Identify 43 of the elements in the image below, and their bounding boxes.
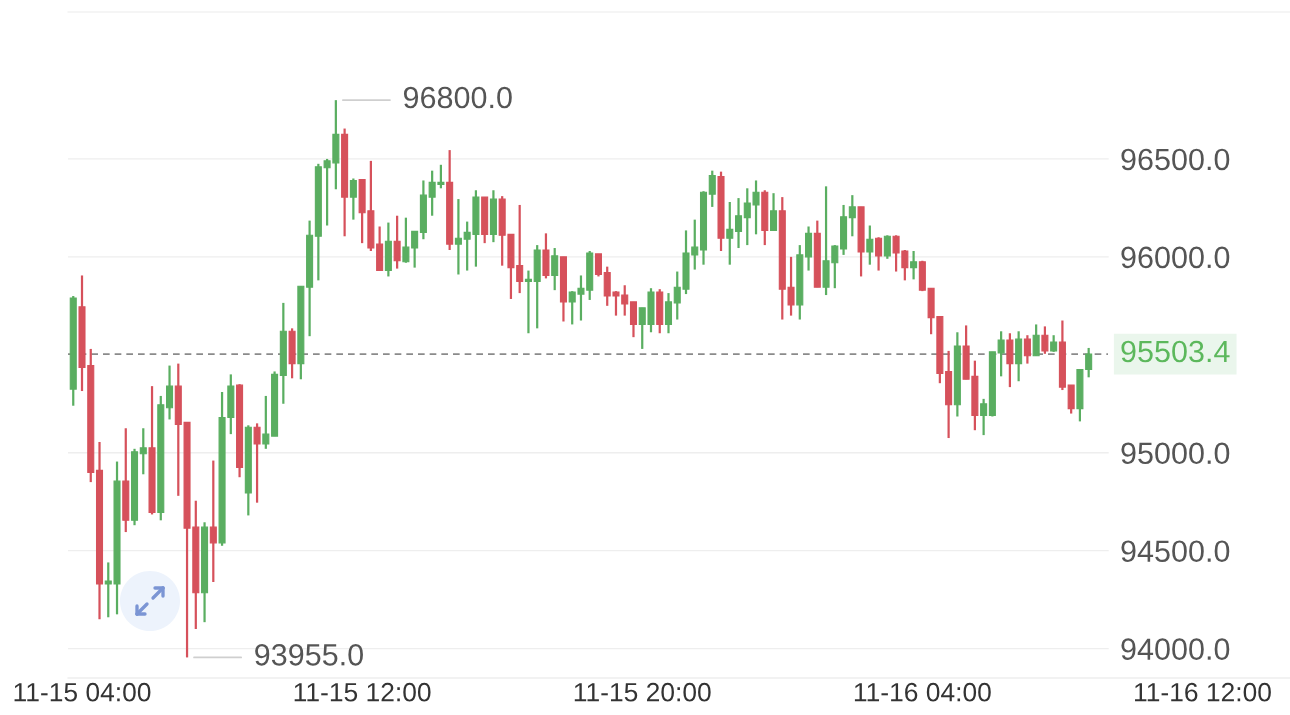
x-tick-label: 11-15 12:00 <box>294 682 431 702</box>
candlestick <box>997 330 1005 378</box>
candlestick <box>1032 323 1040 357</box>
candlestick <box>629 300 638 339</box>
candlestick <box>524 269 532 335</box>
candlestick <box>349 177 357 221</box>
candlestick <box>664 291 673 335</box>
x-tick-label: 11-16 12:00 <box>1135 682 1271 702</box>
y-tick-label: 95000.0 <box>1121 442 1230 465</box>
candlestick <box>708 169 716 209</box>
candlestick <box>805 225 813 272</box>
candlestick <box>551 246 559 292</box>
candlestick <box>1041 325 1049 355</box>
y-tick-label: 96000.0 <box>1121 246 1230 269</box>
ref-line-label: 95503.4 <box>1121 340 1230 363</box>
annotation: 96800.0 <box>403 86 512 109</box>
x-tick-label: 11-15 20:00 <box>574 682 711 702</box>
candlestick <box>1006 332 1014 389</box>
candlestick <box>726 200 734 266</box>
x-tick-label: 11-16 04:00 <box>854 682 991 702</box>
candlestick <box>1023 334 1031 365</box>
candlestick <box>209 459 217 584</box>
candlestick <box>594 252 602 278</box>
candlestick <box>253 422 261 504</box>
candlestick <box>393 214 401 270</box>
candlestick <box>454 197 462 276</box>
y-tick-label: 96500.0 <box>1121 148 1230 171</box>
candlestick <box>262 394 270 450</box>
annotation: 93955.0 <box>255 644 363 666</box>
candlestick <box>875 236 883 272</box>
y-tick-label: 94000.0 <box>1121 638 1230 660</box>
candlestick <box>734 196 743 250</box>
candlestick <box>910 249 918 281</box>
x-tick-label: 11-15 04:00 <box>14 682 151 702</box>
y-tick-label: 94500.0 <box>1121 540 1230 563</box>
candlestick <box>770 192 778 232</box>
candlestick <box>166 364 174 421</box>
candlestick <box>848 194 856 238</box>
candlestick <box>139 427 147 476</box>
candlestick <box>866 224 874 266</box>
candlestick <box>883 234 891 260</box>
candlestick <box>980 397 988 437</box>
candlestick <box>1067 384 1075 415</box>
